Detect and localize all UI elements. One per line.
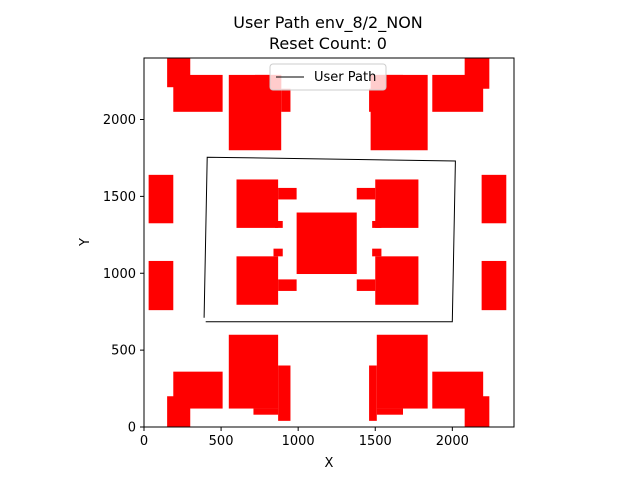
obstacle-rect-14 xyxy=(236,179,279,228)
obstacle-rect-18 xyxy=(275,220,283,228)
path-layer xyxy=(203,156,456,323)
chart-title: User Path env_8/2_NON xyxy=(233,13,423,33)
obstacle-rect-13 xyxy=(481,260,507,311)
y-ticks: 0 500 1000 1500 2000 xyxy=(103,113,144,436)
obstacle-rect-27 xyxy=(228,334,279,409)
y-tick-label-0: 0 xyxy=(128,421,136,436)
obstacle-rect-23 xyxy=(356,279,376,291)
x-ticks: 0 500 1000 1500 2000 xyxy=(140,427,469,449)
obstacle-rect-17 xyxy=(375,179,419,228)
y-tick-label-1500: 1500 xyxy=(103,190,136,205)
y-axis-label: Y xyxy=(78,238,93,247)
obstacle-rect-6 xyxy=(369,88,377,112)
obstacle-rect-16 xyxy=(356,187,376,200)
obstacle-rect-34 xyxy=(167,396,191,427)
y-tick-label-500: 500 xyxy=(111,344,136,359)
obstacle-rect-22 xyxy=(278,279,297,291)
obstacle-rect-11 xyxy=(481,174,507,224)
obstacle-rect-26 xyxy=(372,248,382,257)
obstacle-rect-25 xyxy=(273,248,283,257)
obstacle-rect-9 xyxy=(464,58,490,89)
obstacle-rect-32 xyxy=(376,408,403,415)
y-tick-label-1000: 1000 xyxy=(103,267,136,282)
x-tick-label-500: 500 xyxy=(209,434,234,449)
obstacle-rect-29 xyxy=(278,365,291,421)
x-axis-label: X xyxy=(325,456,334,471)
x-tick-label-0: 0 xyxy=(140,434,148,449)
legend-label: User Path xyxy=(314,70,376,85)
obstacle-rect-15 xyxy=(278,187,297,200)
obstacle-rect-10 xyxy=(148,174,174,224)
obstacle-rect-4 xyxy=(281,88,291,112)
chart-subtitle: Reset Count: 0 xyxy=(269,34,387,53)
obstacle-rect-1 xyxy=(173,74,223,112)
x-tick-label-1500: 1500 xyxy=(359,434,392,449)
obstacle-rect-20 xyxy=(296,212,357,275)
obstacle-rect-12 xyxy=(148,260,174,311)
legend: User Path xyxy=(269,63,387,91)
obstacle-rect-21 xyxy=(236,256,279,305)
obstacles-layer xyxy=(148,58,507,427)
obstacle-rect-24 xyxy=(375,256,419,305)
obstacle-rect-19 xyxy=(372,220,382,228)
obstacle-rect-28 xyxy=(253,408,279,415)
series-line-0 xyxy=(203,156,456,323)
x-tick-label-2000: 2000 xyxy=(436,434,469,449)
obstacle-rect-36 xyxy=(464,396,490,427)
legend-box xyxy=(269,63,387,91)
x-tick-label-1000: 1000 xyxy=(282,434,315,449)
obstacle-rect-30 xyxy=(369,365,377,421)
obstacle-rect-31 xyxy=(376,334,428,409)
y-tick-label-2000: 2000 xyxy=(103,113,136,128)
plot-frame xyxy=(143,57,515,428)
